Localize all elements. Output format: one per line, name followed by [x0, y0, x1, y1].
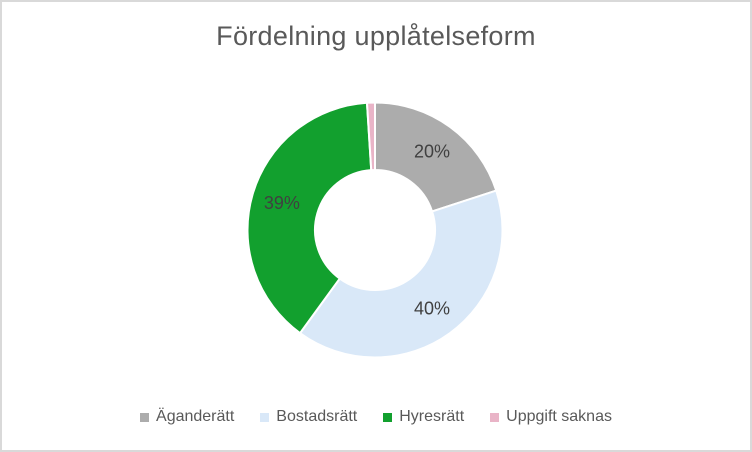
legend-marker-icon [490, 412, 500, 422]
legend-marker-icon [140, 412, 150, 422]
data-label-2: 39% [264, 193, 300, 213]
legend-marker-icon [260, 412, 270, 422]
legend-item-0[interactable]: Äganderätt [140, 408, 234, 426]
legend-label: Äganderätt [156, 408, 235, 425]
donut-slice-2[interactable] [246, 101, 373, 335]
legend-label: Hyresrätt [399, 408, 465, 425]
legend-marker-icon [383, 412, 393, 422]
chart-legend: Äganderätt Bostadsrätt Hyresrätt Uppgift sa… [2, 408, 750, 426]
legend-item-2[interactable]: Hyresrätt [383, 408, 464, 426]
donut-slice-1[interactable] [298, 189, 504, 359]
legend-item-3[interactable]: Uppgift saknas [490, 408, 612, 426]
legend-item-1[interactable]: Bostadsrätt [260, 408, 357, 426]
legend-label: Bostadsrätt [276, 408, 358, 425]
data-label-0: 20% [414, 142, 450, 162]
legend-label: Uppgift saknas [506, 408, 612, 425]
donut-slice-0[interactable] [374, 101, 498, 213]
data-label-1: 40% [414, 299, 450, 319]
donut-slice-3[interactable] [365, 101, 376, 172]
chart-title[interactable]: Fördelning upplåtelseform [216, 21, 536, 51]
